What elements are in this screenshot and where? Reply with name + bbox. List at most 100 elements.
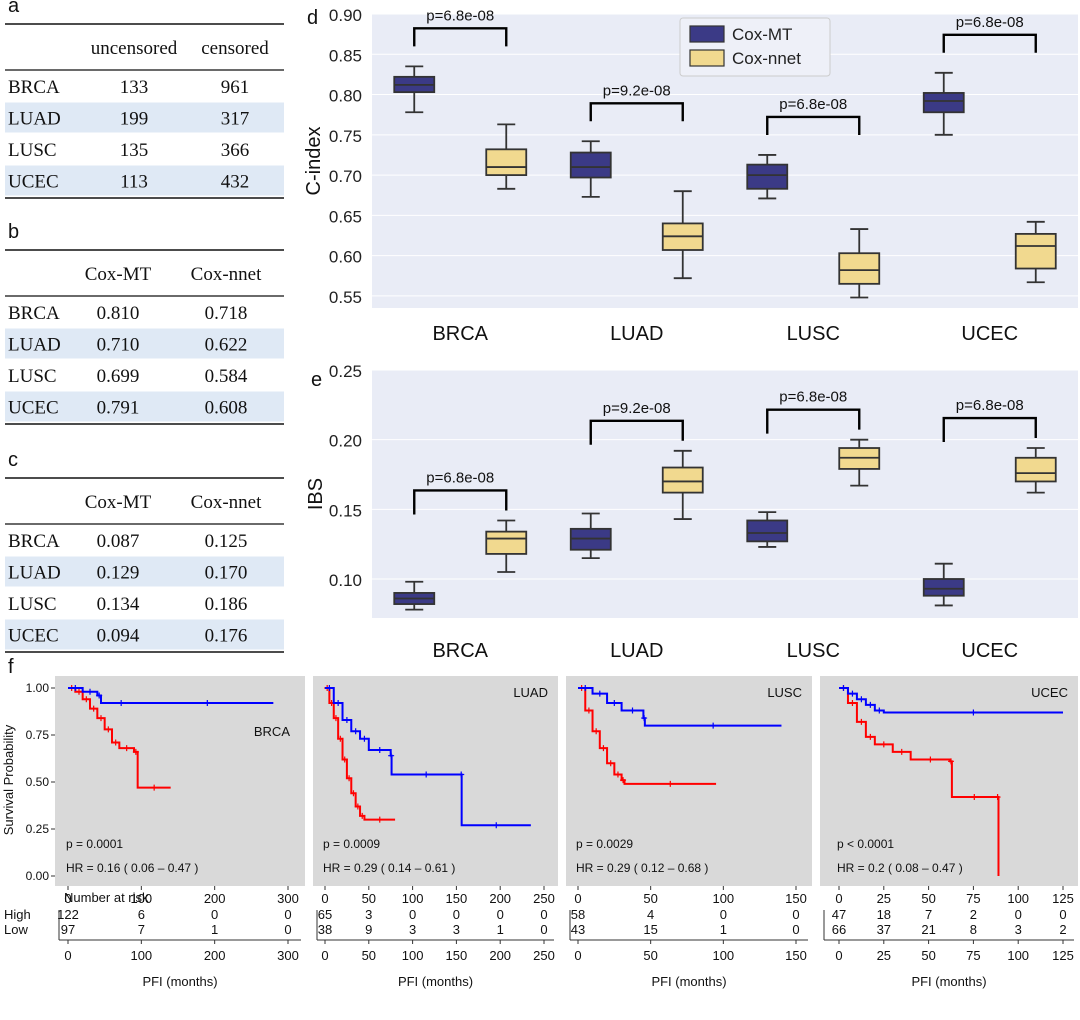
- risk-count-low: 1: [720, 922, 727, 937]
- y-tick-label: 0.85: [329, 46, 362, 65]
- km-panel-lusc: 0 50 100 150 LUSC p = 0.0029 HR = 0.29 ( 0.12 …: [566, 676, 812, 906]
- y-tick-label: 0.65: [329, 207, 362, 226]
- risk-x-tick-label: 200: [489, 948, 511, 963]
- km-curve-low: [578, 687, 782, 727]
- risk-x-tick-label: 25: [877, 948, 891, 963]
- table-cell: 0.129: [97, 563, 140, 584]
- km-p-value: p = 0.0029: [576, 837, 633, 851]
- km-x-tick-label: 25: [877, 891, 891, 906]
- box-cox-mt-ucec: [922, 71, 965, 136]
- risk-count-high: 47: [832, 907, 846, 922]
- x-category-label: UCEC: [961, 640, 1018, 662]
- table-cell: BRCA: [8, 531, 60, 552]
- significance-bracket: [589, 419, 684, 445]
- risk-count-low: 9: [365, 922, 372, 937]
- risk-count-high: 0: [453, 907, 460, 922]
- y-tick-label: 0.15: [329, 501, 362, 520]
- y-tick-label: 0.20: [329, 432, 362, 451]
- y-axis-label: IBS: [305, 478, 327, 510]
- censor-mark: [354, 803, 361, 810]
- censor-mark: [898, 748, 905, 755]
- box-cox-nnet-lusc: [838, 228, 881, 299]
- table-cell: 0.718: [205, 303, 248, 324]
- km-hazard-ratio: HR = 0.2 ( 0.08 – 0.47 ): [837, 861, 963, 875]
- risk-count-high: 0: [1015, 907, 1022, 922]
- km-x-tick-label: 0: [574, 891, 581, 906]
- table-cell: 0.186: [205, 594, 248, 615]
- risk-x-tick-label: 0: [64, 948, 71, 963]
- x-category-label: BRCA: [432, 323, 488, 345]
- risk-x-tick-label: 250: [533, 948, 555, 963]
- risk-count-high: 18: [877, 907, 891, 922]
- y-tick-label: 0.25: [329, 362, 362, 381]
- km-x-tick-label: 100: [402, 891, 424, 906]
- censor-mark: [596, 690, 603, 697]
- km-x-axis-label: PFI (months): [398, 974, 473, 989]
- km-x-tick-label: 100: [712, 891, 734, 906]
- significance-bracket: [766, 408, 861, 434]
- risk-count-high: 0: [1059, 907, 1066, 922]
- censor-mark: [582, 685, 589, 691]
- p-value-label: p=6.8e-08: [956, 397, 1024, 414]
- km-cancer-label: LUSC: [767, 685, 802, 700]
- km-x-tick-label: 250: [533, 891, 555, 906]
- table-cell: BRCA: [8, 303, 60, 324]
- risk-count-high: 4: [647, 907, 654, 922]
- km-y-tick-label: 1.00: [26, 681, 50, 695]
- censor-mark: [350, 790, 357, 797]
- x-category-label: UCEC: [961, 323, 1018, 345]
- censor-mark: [343, 716, 350, 723]
- plot-background: [372, 370, 1078, 618]
- km-x-tick-label: 150: [446, 891, 468, 906]
- censor-mark: [332, 715, 339, 722]
- censor-mark: [849, 700, 856, 707]
- censor-mark: [96, 692, 103, 699]
- p-value-label: p=9.2e-08: [603, 82, 671, 99]
- risk-x-tick-label: 100: [130, 948, 152, 963]
- y-tick-label: 0.60: [329, 248, 362, 267]
- panel-label-b: b: [8, 221, 19, 243]
- table-header: Cox-nnet: [191, 264, 262, 285]
- table-header: uncensored: [91, 38, 178, 59]
- censor-mark: [326, 685, 333, 691]
- risk-count-high: 0: [284, 907, 291, 922]
- x-category-label: LUSC: [787, 323, 840, 345]
- box-cox-mt-brca: [393, 65, 436, 114]
- km-y-tick-label: 0.25: [26, 822, 50, 836]
- risk-count-low: 2: [1059, 922, 1066, 937]
- km-x-tick-label: 50: [362, 891, 376, 906]
- censor-mark: [458, 771, 465, 778]
- x-category-label: LUSC: [787, 640, 840, 662]
- km-plot-background: [55, 676, 305, 886]
- risk-x-tick-label: 75: [966, 948, 980, 963]
- risk-x-tick-label: 50: [921, 948, 935, 963]
- table-cell: 133: [120, 77, 149, 98]
- risk-x-tick-label: 200: [204, 948, 226, 963]
- risk-count-low: 0: [540, 922, 547, 937]
- risk-count-low: 15: [643, 922, 657, 937]
- km-curve-high: [68, 687, 171, 789]
- table-cell: 961: [221, 77, 250, 98]
- p-value-label: p=6.8e-08: [956, 14, 1024, 31]
- censor-mark: [667, 780, 674, 787]
- risk-x-tick-label: 50: [643, 948, 657, 963]
- box-cox-nnet-luad: [661, 190, 704, 280]
- table-cell: LUAD: [8, 335, 61, 356]
- y-tick-label: 0.10: [329, 571, 362, 590]
- y-tick-label: 0.90: [329, 6, 362, 25]
- risk-x-tick-label: 0: [321, 948, 328, 963]
- box-cox-mt-brca: [393, 580, 436, 611]
- panel-label-c: c: [8, 449, 18, 471]
- table-cell: 0.125: [205, 531, 248, 552]
- censor-mark: [204, 700, 211, 707]
- km-y-tick-label: 0.00: [26, 869, 50, 883]
- table-cell: 0.622: [205, 335, 248, 356]
- censor-mark: [607, 760, 614, 767]
- km-x-axis-label: PFI (months): [142, 974, 217, 989]
- box-cox-nnet-ucec: [1014, 220, 1057, 284]
- table-cell: 366: [221, 140, 250, 161]
- km-x-tick-label: 100: [130, 891, 152, 906]
- table-cell: 0.584: [205, 366, 248, 387]
- table-cell: LUSC: [8, 140, 57, 161]
